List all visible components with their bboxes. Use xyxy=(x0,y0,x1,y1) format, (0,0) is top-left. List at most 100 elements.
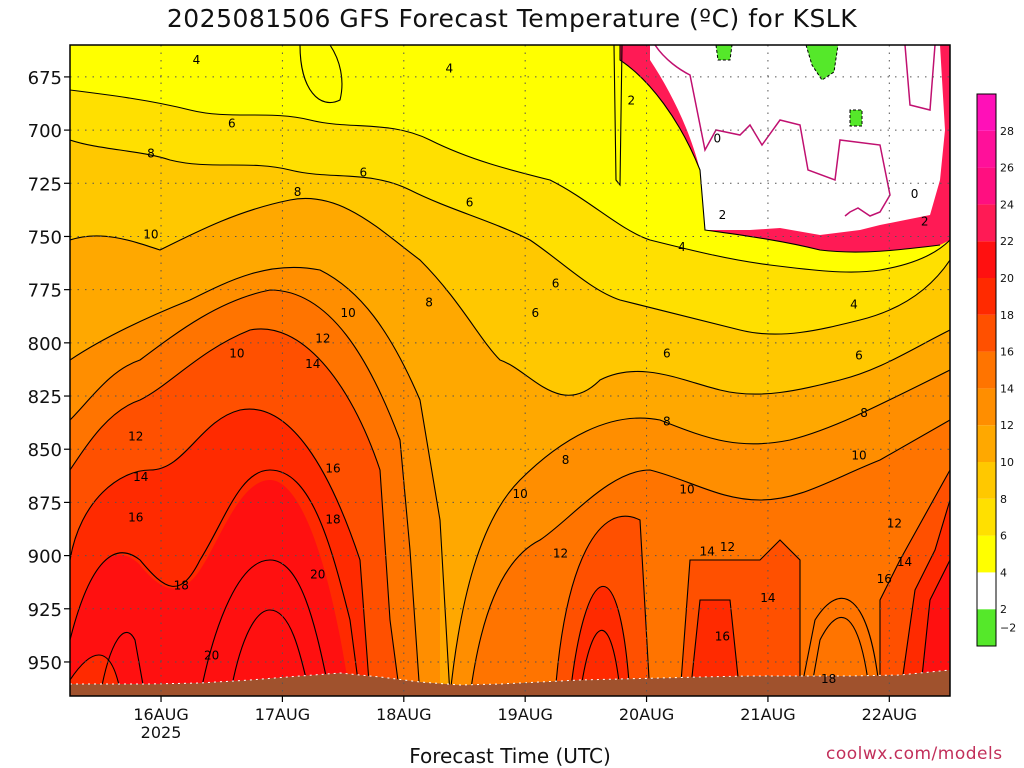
contour-label: 10 xyxy=(341,306,356,320)
contour-label: 4 xyxy=(193,53,201,67)
colorbar-label: 12 xyxy=(1000,419,1014,432)
colorbar-label: 16 xyxy=(1000,346,1014,359)
band-2 xyxy=(70,45,950,273)
colorbar-swatch xyxy=(977,351,996,389)
contour-label: 8 xyxy=(294,185,302,199)
colorbar-swatch xyxy=(977,609,996,646)
contour-label: 6 xyxy=(855,349,863,363)
contour-label: 6 xyxy=(552,276,560,290)
colorbar-label: 2 xyxy=(1000,603,1007,616)
contour-label: 10 xyxy=(143,227,158,241)
plot-frame xyxy=(69,44,951,697)
contour-label: 14 xyxy=(133,470,148,484)
contour-label: 12 xyxy=(315,332,330,346)
contour-label: 8 xyxy=(425,295,433,309)
colorbar-swatch xyxy=(977,388,996,426)
colorbar-swatch xyxy=(977,535,996,573)
y-tick-label: 925 xyxy=(28,600,62,621)
contour-label: 18 xyxy=(325,512,340,526)
contour-label: 16 xyxy=(128,510,143,524)
y-tick-label: 900 xyxy=(28,547,62,568)
colorbar-swatch xyxy=(977,94,996,131)
contour-label: 10 xyxy=(679,483,694,497)
source-credit[interactable]: coolwx.com/models xyxy=(826,744,1003,764)
contour-label: 12 xyxy=(720,540,735,554)
y-tick-label: 875 xyxy=(28,493,62,514)
band-8 xyxy=(70,198,950,696)
contour-label: 8 xyxy=(147,147,155,161)
contour-label: 2 xyxy=(628,93,636,107)
y-tick-label: 800 xyxy=(28,334,62,355)
contour-label: 2 xyxy=(719,208,727,222)
contour-label: 14 xyxy=(760,591,775,605)
terrain-edge xyxy=(70,669,950,686)
band-4 xyxy=(70,90,950,335)
colorbar-swatch xyxy=(977,314,996,352)
colorbar-label: 6 xyxy=(1000,530,1007,543)
contour-label: 4 xyxy=(445,61,453,75)
colorbar-label: 4 xyxy=(1000,566,1007,579)
contour-label: 0 xyxy=(911,187,919,201)
x-tick-label: 21AUG xyxy=(740,705,795,724)
x-axis-label: Forecast Time (UTC) xyxy=(409,744,611,768)
y-tick-label: 750 xyxy=(28,227,62,248)
colorbar-swatch xyxy=(977,130,996,168)
contour-label: 6 xyxy=(531,306,539,320)
contour-label: 12 xyxy=(553,546,568,560)
band-neg2-c xyxy=(850,110,862,126)
x-tick-label: 19AUG xyxy=(497,705,552,724)
colorbar-label: 8 xyxy=(1000,493,1007,506)
band-10 xyxy=(70,267,950,696)
contour-label: 10 xyxy=(851,449,866,463)
band-6 xyxy=(70,140,950,396)
colorbar-label: 28 xyxy=(1000,125,1014,138)
colorbar-label: 22 xyxy=(1000,235,1014,248)
colorbar-swatch xyxy=(977,278,996,315)
contour-label: 16 xyxy=(715,629,730,643)
contour-label: 12 xyxy=(128,429,143,443)
band-16 xyxy=(70,409,950,696)
contour-label: 14 xyxy=(897,555,912,569)
contour-label: 10 xyxy=(512,487,527,501)
colorbar-label: 26 xyxy=(1000,162,1014,175)
x-tick-sublabel: 2025 xyxy=(141,723,182,742)
contour-label: 6 xyxy=(663,346,671,360)
contour-label: 12 xyxy=(887,517,902,531)
y-tick-label: 700 xyxy=(28,121,62,142)
contour-lines xyxy=(70,45,950,696)
contour-label: 4 xyxy=(678,240,686,254)
colorbar-swatch xyxy=(977,572,996,610)
contour-label: 8 xyxy=(860,406,868,420)
colorbar-swatch xyxy=(977,462,996,499)
colorbar-label: −2 xyxy=(1000,622,1016,635)
contour-label: 6 xyxy=(466,195,474,209)
band-neg2-a xyxy=(806,45,838,80)
band-neg2-b xyxy=(716,45,732,60)
colorbar-swatch xyxy=(977,241,996,278)
colorbar-label: 10 xyxy=(1000,456,1014,469)
contour-label: 20 xyxy=(204,649,219,663)
colorbar-swatch xyxy=(977,498,996,536)
temperature-field xyxy=(70,45,950,696)
colorbar-frame xyxy=(976,93,997,647)
band-18 xyxy=(70,470,950,696)
x-tick-label: 16AUG xyxy=(133,705,188,724)
contour-label: 6 xyxy=(360,166,368,180)
contour-label: 16 xyxy=(325,461,340,475)
contour-label: 18 xyxy=(174,578,189,592)
contour-label: 8 xyxy=(663,415,671,429)
band-0 xyxy=(650,45,945,235)
chart-title: 2025081506 GFS Forecast Temperature (ºC)… xyxy=(166,4,858,33)
colorbar-label: 24 xyxy=(1000,198,1014,211)
y-tick-label: 775 xyxy=(28,281,62,302)
y-tick-label: 675 xyxy=(28,68,62,89)
contour-label: 2 xyxy=(921,215,929,229)
x-tick-label: 17AUG xyxy=(255,705,310,724)
band-12 xyxy=(70,290,950,696)
y-axis: 675 700 725 750 775 800 825 850 875 900 925 950 xyxy=(28,68,70,674)
contour-label: 18 xyxy=(821,672,836,686)
contour-labels: 4 4 2 6 0 8 6 8 0 6 2 2 10 4 6 8 4 10 6 12 10 6 6 14 8 8 12 10 8 16 14… xyxy=(128,53,928,686)
contour-label: 14 xyxy=(305,357,320,371)
